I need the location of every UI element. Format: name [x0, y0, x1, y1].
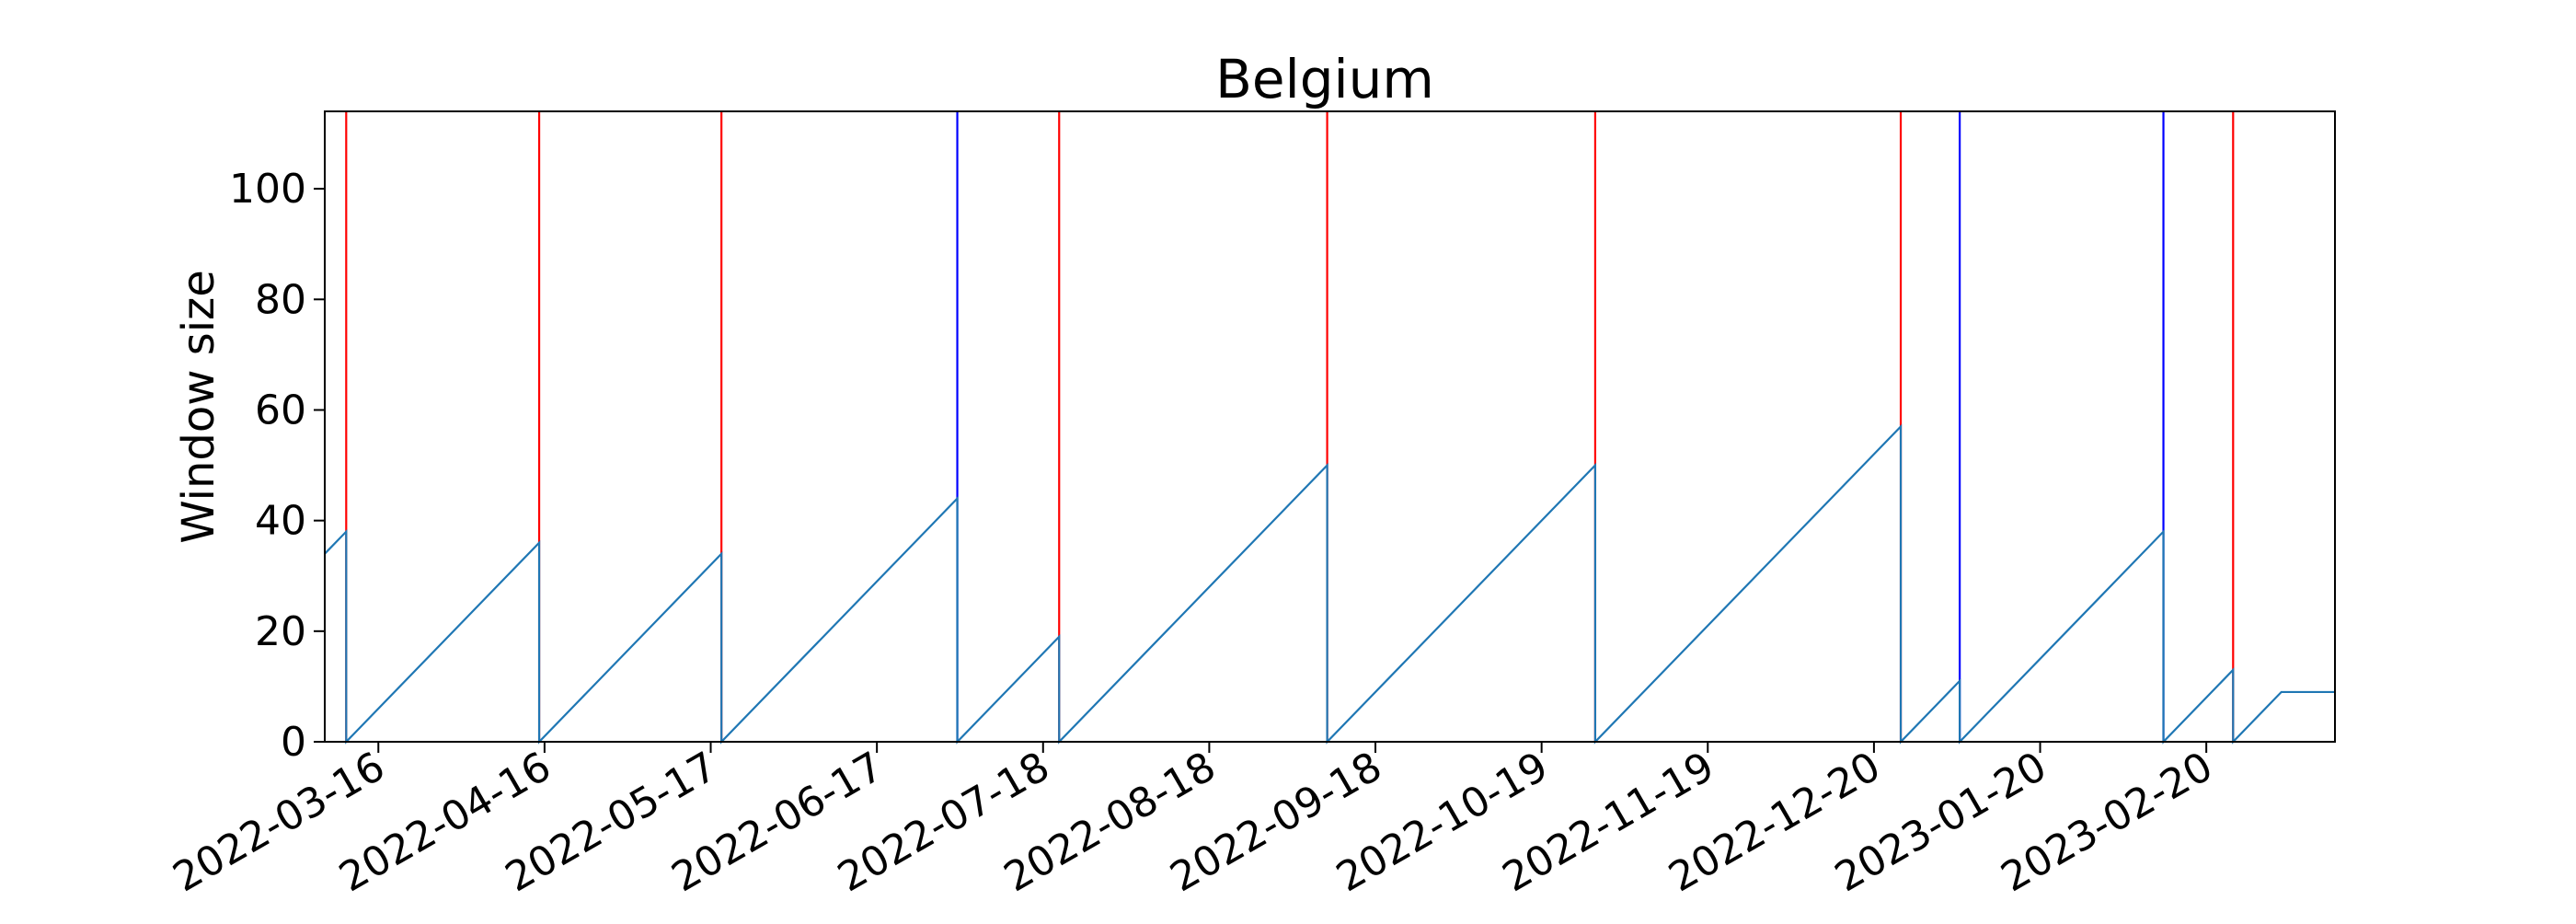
y-tick-label: 60 [255, 387, 306, 433]
chart-title: Belgium [1215, 48, 1434, 110]
y-tick-label: 40 [255, 498, 306, 545]
y-axis: 0 20 40 60 80 100 [229, 166, 325, 766]
axes-frame [324, 110, 2336, 743]
y-tick-label: 0 [281, 719, 306, 766]
y-axis-label: Window size [173, 270, 224, 544]
plot-area [324, 111, 2335, 745]
y-tick-label: 80 [255, 276, 306, 323]
x-axis: 2022-03-162022-04-162022-05-172022-06-17… [166, 742, 2221, 901]
y-tick-label: 100 [229, 166, 306, 213]
y-tick-label: 20 [255, 608, 306, 655]
window-size-line [324, 423, 2335, 745]
